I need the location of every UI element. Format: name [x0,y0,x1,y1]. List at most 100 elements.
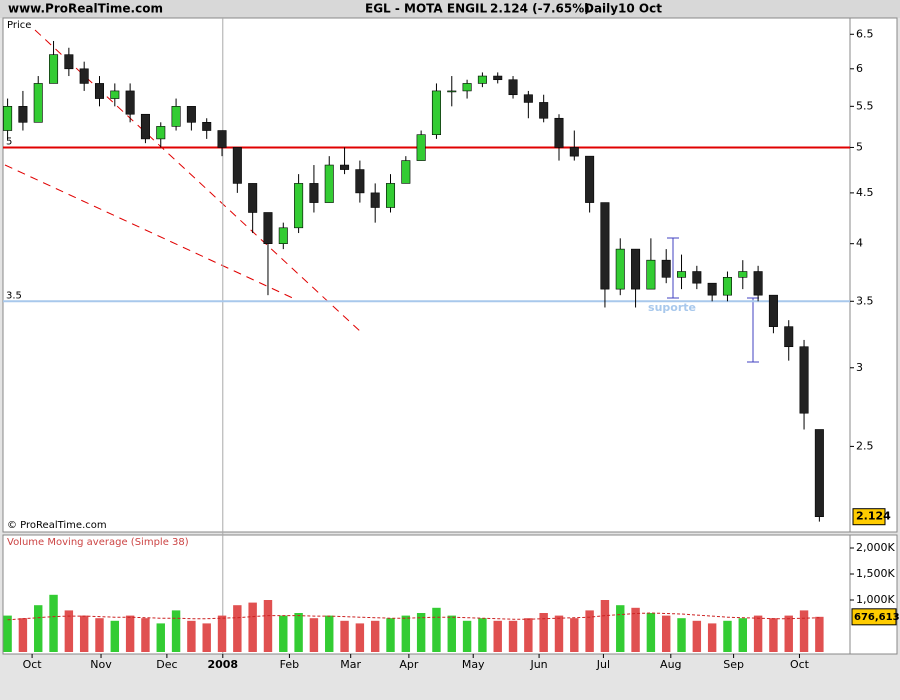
x-tick-label: Jun [529,658,547,671]
x-tick-label: May [462,658,485,671]
candle-body [140,113,150,140]
candle-body [416,134,426,161]
site: www.ProRealTime.com [8,2,163,16]
volume-bar [340,620,349,652]
header-bar [0,0,900,18]
candle-body [631,248,641,290]
candle-body [340,164,350,170]
x-tick-label: Aug [660,658,681,671]
candle-body [202,122,212,131]
y-tick-label: 6 [856,62,863,75]
candle-body [585,155,595,203]
y-tick-label: 1,500K [856,567,895,580]
last-volume-box [851,608,897,626]
copyright: © ProRealTime.com [7,520,107,531]
candle-body [370,192,380,208]
y-tick-label: 4 [856,237,863,250]
candle-body [401,160,411,184]
candle-body [539,102,549,119]
volume-bar [738,618,747,652]
trend-line [34,29,363,334]
range-bracket [667,237,679,299]
volume-bar [279,615,288,652]
volume-bar [125,615,135,652]
candle-body [49,54,59,84]
candle-body [186,106,196,123]
x-tick-label: Jul [596,658,610,671]
volume-bar [769,618,778,652]
candle-body [64,54,74,70]
trend-lines [4,29,759,363]
annotation: suporte [648,301,696,314]
volume-bar [462,620,472,652]
trend-line [4,164,298,301]
volume-bar [401,615,411,652]
volume-bar [3,615,12,652]
candle-body [447,90,457,93]
candle-body [784,326,794,348]
y-tick-label: 3.5 [856,294,874,307]
volume-bar [600,600,610,652]
volume-bar [171,610,181,652]
volume-bar [478,618,487,652]
y-tick-label: 1,000K [856,593,895,606]
price-axis-panel [849,17,898,533]
volume-bar [508,620,518,652]
instrument: EGL - MOTA ENGIL [365,2,487,16]
volume-bar [416,613,426,652]
volume-bar [95,618,104,652]
x-tick-label: Nov [90,658,112,671]
candle-body [799,346,809,414]
last-volume-label: 676,613 [854,612,900,623]
volume-bar [616,605,625,652]
volume-bar [799,610,809,652]
volume-bar [815,616,824,652]
volume-bar [18,618,28,652]
volume-bar [753,615,763,652]
x-tick-label: Oct [23,658,43,671]
candle-body [523,94,533,103]
candle-body [768,294,778,327]
volume-bar [370,620,380,652]
quote: 2.124 (-7.65%) [490,2,590,16]
volume-bar [432,607,441,652]
volume-bar [554,615,564,652]
volume-bar [156,623,165,652]
volume-bar [248,602,257,652]
volume-bar [34,605,43,652]
volume-bar [661,615,671,652]
candle-body [248,183,258,213]
panel-label: Volume Moving average (Simple 38) [7,537,189,548]
volume-bar [646,613,656,652]
volume-bar [570,618,579,652]
volume-bar [233,605,242,652]
volume-bar [585,610,594,652]
range-bracket [747,297,759,363]
x-tick-label: Sep [723,658,744,671]
y-tick-label: 5 [856,140,863,153]
candle-body [493,75,503,81]
level-label: 5 [6,136,12,147]
candle-body [33,83,43,123]
candle-body [477,75,487,84]
candle-body [278,227,288,244]
volume-bar [631,607,640,652]
volume-bar [325,615,334,652]
candle-body [385,183,396,208]
volume-bar [524,618,533,652]
candle-body [707,282,717,296]
volume-bar [784,615,793,652]
panel-label: Price [7,20,31,31]
candle-body [3,106,13,131]
x-tick-label: Feb [280,658,299,671]
volume-bar [187,620,196,652]
x-tick-label: Apr [399,658,419,671]
candle-body [232,147,242,184]
candle-body [692,271,702,284]
volume-bar [707,623,717,652]
candle-body [462,83,472,92]
candle-body [125,90,135,115]
moving-average [7,612,820,621]
